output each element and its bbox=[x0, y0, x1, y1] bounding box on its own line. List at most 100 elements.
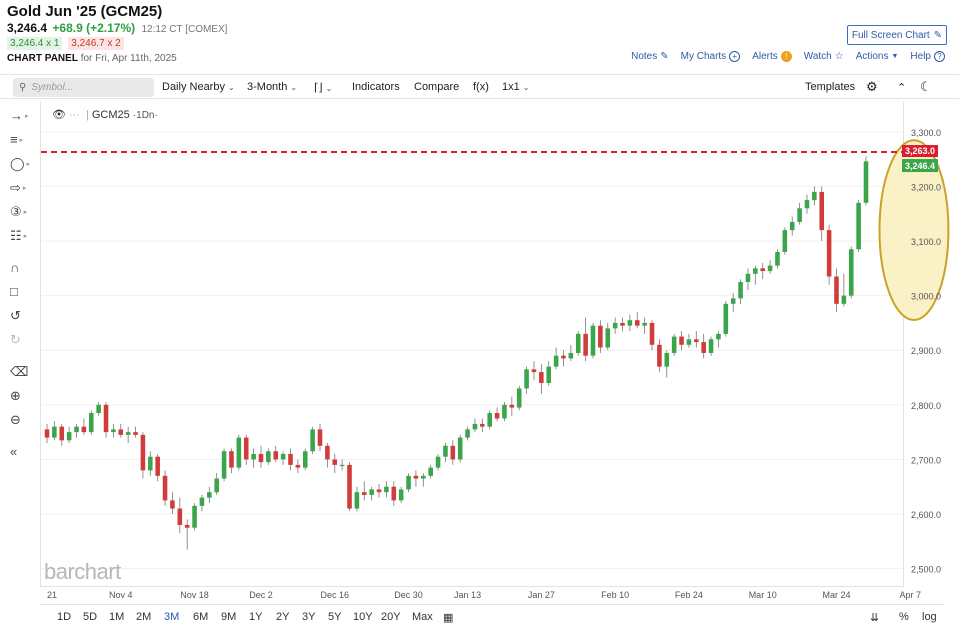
gridlines bbox=[41, 131, 903, 570]
candle-body bbox=[66, 432, 72, 441]
chart-type-dropdown[interactable]: ⌈⌋ ⌄ bbox=[314, 81, 332, 94]
candle bbox=[472, 418, 478, 433]
candle bbox=[524, 366, 529, 394]
indicators-button[interactable]: Indicators bbox=[352, 81, 400, 93]
compare-button[interactable]: Compare bbox=[414, 81, 460, 93]
candle bbox=[738, 279, 743, 304]
chevron-down-icon: ⌄ bbox=[290, 83, 298, 92]
candle bbox=[81, 418, 87, 435]
candle bbox=[812, 186, 817, 206]
candle bbox=[52, 421, 57, 441]
percent-toggle[interactable]: % bbox=[899, 611, 909, 623]
instrument-title: Gold Jun '25 (GCM25) bbox=[7, 3, 163, 20]
watch-link[interactable]: Watch ☆ bbox=[804, 51, 844, 62]
candle bbox=[170, 492, 175, 515]
candle-body bbox=[775, 251, 780, 266]
symbol-search-input[interactable]: ⚲ Symbol... bbox=[13, 78, 154, 97]
double-chevron-down-icon[interactable]: ⇊ bbox=[870, 612, 880, 624]
delete-tool[interactable]: ⌫ bbox=[10, 364, 36, 380]
range-button-20y[interactable]: 20Y bbox=[381, 611, 401, 623]
eye-icon[interactable]: 👁 bbox=[52, 109, 66, 121]
my-charts-link[interactable]: My Charts + bbox=[681, 51, 741, 62]
ask-quote: 3,246.7 x 2 bbox=[68, 37, 124, 50]
redo-tool[interactable]: ↻ bbox=[10, 332, 36, 348]
templates-button[interactable]: Templates bbox=[805, 81, 856, 93]
candle-body bbox=[841, 295, 847, 304]
alert-icon: ! bbox=[780, 51, 792, 62]
candle bbox=[620, 317, 625, 332]
candle-body bbox=[421, 475, 426, 479]
layout-dropdown[interactable]: 1x1 ⌄ bbox=[502, 81, 529, 93]
range-button-1m[interactable]: 1M bbox=[109, 611, 125, 623]
measure-tool[interactable]: ☷ ▸ bbox=[10, 228, 36, 244]
collapse-icon[interactable]: ⌃ bbox=[897, 82, 907, 94]
magnet-tool[interactable]: ∩ bbox=[10, 260, 36, 276]
shape-tool[interactable]: ◯ ▸ bbox=[10, 156, 36, 172]
candle-body bbox=[44, 429, 50, 438]
candle-body bbox=[111, 429, 116, 433]
candle-body bbox=[708, 339, 714, 353]
zoom-in-tool[interactable]: ⊕ bbox=[10, 388, 36, 404]
range-button-3y[interactable]: 3Y bbox=[302, 611, 316, 623]
period-dropdown[interactable]: 3-Month ⌄ bbox=[247, 81, 297, 93]
help-link[interactable]: Help? bbox=[910, 51, 945, 62]
zoom-out-tool[interactable]: ⊖ bbox=[10, 412, 36, 428]
magnet-icon: ∩ bbox=[10, 260, 20, 275]
candle bbox=[317, 423, 323, 452]
candle-body bbox=[627, 320, 633, 326]
y-tick-label: 2,700.0 bbox=[911, 455, 941, 465]
actions-menu[interactable]: Actions ▼ bbox=[856, 51, 899, 62]
full-screen-chart-button[interactable]: Full Screen Chart ✎ bbox=[847, 25, 947, 45]
dashed-level-label: 3,263.0 bbox=[905, 146, 935, 156]
notes-link[interactable]: Notes ✎ bbox=[631, 51, 669, 62]
range-button-6m[interactable]: 6M bbox=[193, 611, 209, 623]
x-tick-label: Jan 27 bbox=[528, 590, 555, 600]
range-button-5y[interactable]: 5Y bbox=[328, 611, 342, 623]
candle-body bbox=[848, 249, 854, 296]
candle-body bbox=[133, 432, 138, 435]
period-label: 3-Month bbox=[247, 81, 288, 93]
candle-body bbox=[391, 486, 397, 501]
question-icon: ? bbox=[934, 51, 945, 62]
x-tick-label: Feb 10 bbox=[601, 590, 629, 600]
candle bbox=[280, 451, 286, 465]
more-icon[interactable]: ··· bbox=[68, 109, 80, 121]
candle-body bbox=[361, 492, 367, 495]
candle-body bbox=[369, 489, 374, 495]
candle bbox=[74, 423, 79, 438]
candle bbox=[214, 473, 219, 495]
lock-tool[interactable]: □ bbox=[10, 284, 36, 300]
measure-icon: ☷ bbox=[10, 228, 22, 243]
range-button-3m[interactable]: 3M bbox=[164, 611, 180, 623]
annotation-tool[interactable]: ③ ▸ bbox=[10, 204, 36, 220]
arrow-tool[interactable]: ⇨ ▸ bbox=[10, 180, 36, 196]
pencil-icon: ✎ bbox=[933, 29, 943, 41]
dark-mode-icon[interactable]: ☾ bbox=[920, 79, 932, 94]
candle bbox=[804, 194, 810, 214]
range-button-2m[interactable]: 2M bbox=[136, 611, 152, 623]
undo-tool[interactable]: ↺ bbox=[10, 308, 36, 324]
collapse-toolbar[interactable]: « bbox=[10, 444, 36, 460]
function-button[interactable]: f(x) bbox=[473, 81, 489, 93]
range-button-1y[interactable]: 1Y bbox=[249, 611, 263, 623]
last-price-tag bbox=[902, 159, 938, 173]
gear-icon[interactable]: ⚙ bbox=[866, 79, 878, 94]
candle bbox=[789, 216, 795, 236]
candle bbox=[332, 453, 338, 474]
alerts-link[interactable]: Alerts! bbox=[752, 51, 792, 62]
price-markers: 3,263.0 3,246.4 bbox=[902, 145, 938, 173]
range-button-max[interactable]: Max bbox=[412, 611, 433, 623]
candle-body bbox=[782, 230, 788, 252]
range-button-1d[interactable]: 1D bbox=[57, 611, 72, 623]
range-button-5d[interactable]: 5D bbox=[83, 611, 98, 623]
candle-body bbox=[863, 161, 869, 203]
range-button-10y[interactable]: 10Y bbox=[353, 611, 373, 623]
bar-type-dropdown[interactable]: Daily Nearby ⌄ bbox=[162, 81, 235, 93]
range-button-2y[interactable]: 2Y bbox=[276, 611, 290, 623]
calendar-icon[interactable]: ▦ bbox=[443, 612, 454, 624]
range-button-9m[interactable]: 9M bbox=[221, 611, 237, 623]
fib-tool[interactable]: ≡ ▸ bbox=[10, 132, 36, 148]
log-toggle[interactable]: log bbox=[922, 611, 937, 623]
crosshair-tool[interactable]: → ▸ bbox=[10, 108, 36, 124]
